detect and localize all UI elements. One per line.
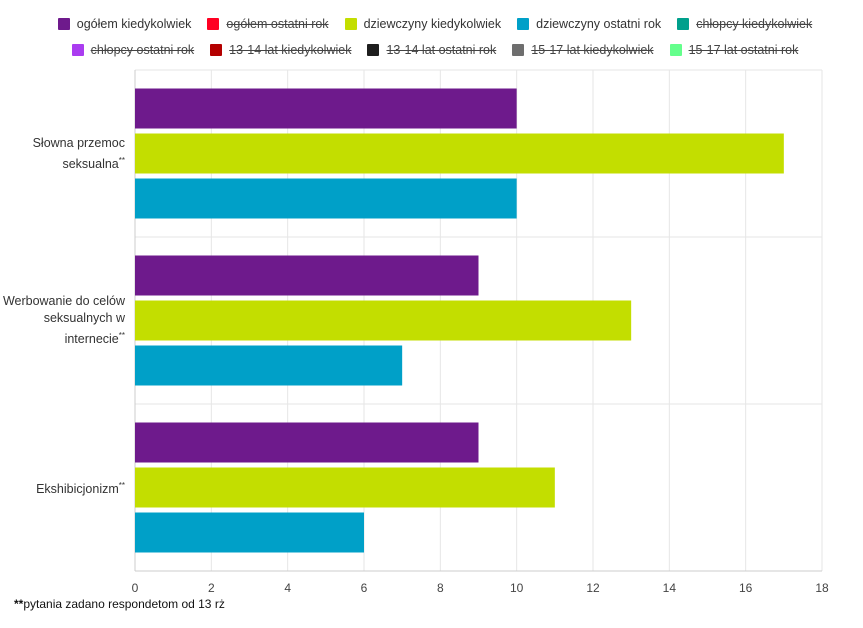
legend-item-9[interactable]: 15-17 lat ostatni rok	[664, 42, 805, 58]
legend-label: dziewczyny ostatni rok	[536, 17, 662, 31]
category-label: Werbowanie do celów seksualnych w intern…	[0, 293, 125, 348]
legend-swatch	[517, 18, 530, 30]
footnote: **pytania zadano respondetom od 13 rż	[14, 597, 225, 611]
legend-item-1[interactable]: ogółem ostatni rok	[201, 16, 334, 32]
legend-swatch	[207, 18, 220, 30]
category-footnote-mark: **	[118, 331, 125, 340]
bar-2-0	[135, 422, 479, 463]
legend-swatch	[71, 44, 84, 56]
legend-label: chłopcy ostatni rok	[90, 43, 195, 57]
legend-swatch	[344, 18, 357, 30]
category-text: Werbowanie do celów seksualnych w intern…	[2, 294, 125, 346]
x-tick-label: 16	[739, 581, 753, 595]
x-tick-label: 18	[815, 581, 829, 595]
x-tick-label: 0	[132, 581, 139, 595]
bar-1-1	[135, 300, 632, 341]
bar-0-0	[135, 88, 517, 129]
legend-label: ogółem kiedykolwiek	[76, 17, 192, 31]
legend-item-3[interactable]: dziewczyny ostatni rok	[511, 16, 667, 32]
legend-item-7[interactable]: 13-14 lat ostatni rok	[361, 42, 502, 58]
legend-label: ogółem ostatni rok	[226, 17, 329, 31]
bar-0-1	[135, 133, 784, 174]
category-footnote-mark: **	[118, 155, 125, 165]
footnote-mark: **	[14, 597, 24, 611]
legend-swatch	[669, 44, 682, 56]
bar-1-2	[135, 345, 403, 386]
footnote-text: pytania zadano respondetom od 13 rż	[23, 597, 225, 611]
x-tick-label: 8	[437, 581, 444, 595]
legend-item-2[interactable]: dziewczyny kiedykolwiek	[339, 16, 508, 32]
legend-label: dziewczyny kiedykolwiek	[363, 17, 502, 31]
legend-label: 15-17 lat kiedykolwiek	[531, 43, 654, 57]
x-tick-label: 6	[361, 581, 368, 595]
category-label: Słowna przemoc seksualna**	[0, 135, 125, 173]
bar-0-2	[135, 178, 517, 219]
x-tick-label: 4	[284, 581, 291, 595]
category-footnote-mark: **	[118, 481, 125, 490]
legend-label: chłopcy kiedykolwiek	[696, 17, 813, 31]
legend-swatch	[57, 18, 70, 30]
legend-label: 13-14 lat ostatni rok	[386, 43, 497, 57]
legend-item-0[interactable]: ogółem kiedykolwiek	[52, 16, 198, 32]
x-tick-label: 12	[586, 581, 600, 595]
legend-label: 13-14 lat kiedykolwiek	[229, 43, 352, 57]
legend-label: 15-17 lat ostatni rok	[688, 43, 799, 57]
chart-legend: ogółem kiedykolwiek ogółem ostatni rok dzi…	[40, 16, 830, 58]
legend-item-6[interactable]: 13-14 lat kiedykolwiek	[204, 42, 357, 58]
category-text: Ekshibicjonizm	[36, 482, 119, 496]
legend-item-5[interactable]: chłopcy ostatni rok	[66, 42, 201, 58]
x-tick-label: 2	[208, 581, 215, 595]
x-tick-label: 14	[663, 581, 677, 595]
legend-swatch	[367, 44, 380, 56]
legend-swatch	[512, 44, 525, 56]
legend-item-8[interactable]: 15-17 lat kiedykolwiek	[506, 42, 659, 58]
legend-swatch	[210, 44, 223, 56]
bar-2-1	[135, 467, 555, 508]
category-text: Słowna przemoc seksualna	[32, 135, 125, 171]
bar-1-0	[135, 255, 479, 296]
category-label: Ekshibicjonizm**	[0, 477, 125, 498]
bar-2-2	[135, 512, 364, 553]
legend-item-4[interactable]: chłopcy kiedykolwiek	[671, 16, 818, 32]
x-tick-label: 10	[510, 581, 524, 595]
legend-swatch	[677, 18, 690, 30]
